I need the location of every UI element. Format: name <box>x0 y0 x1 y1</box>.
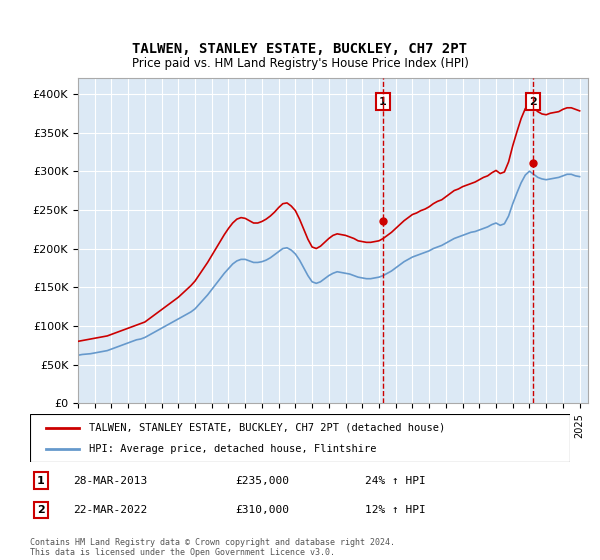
FancyBboxPatch shape <box>30 414 570 462</box>
Text: 1: 1 <box>379 97 387 106</box>
Text: £310,000: £310,000 <box>235 505 289 515</box>
Text: 2: 2 <box>37 505 44 515</box>
Text: £235,000: £235,000 <box>235 475 289 486</box>
Text: 1: 1 <box>37 475 44 486</box>
Text: 12% ↑ HPI: 12% ↑ HPI <box>365 505 425 515</box>
Text: TALWEN, STANLEY ESTATE, BUCKLEY, CH7 2PT (detached house): TALWEN, STANLEY ESTATE, BUCKLEY, CH7 2PT… <box>89 423 446 433</box>
Text: Contains HM Land Registry data © Crown copyright and database right 2024.
This d: Contains HM Land Registry data © Crown c… <box>30 538 395 557</box>
Text: 2: 2 <box>529 97 537 106</box>
Text: HPI: Average price, detached house, Flintshire: HPI: Average price, detached house, Flin… <box>89 444 377 454</box>
Text: 24% ↑ HPI: 24% ↑ HPI <box>365 475 425 486</box>
Text: Price paid vs. HM Land Registry's House Price Index (HPI): Price paid vs. HM Land Registry's House … <box>131 57 469 70</box>
Text: TALWEN, STANLEY ESTATE, BUCKLEY, CH7 2PT: TALWEN, STANLEY ESTATE, BUCKLEY, CH7 2PT <box>133 42 467 56</box>
Text: 22-MAR-2022: 22-MAR-2022 <box>73 505 148 515</box>
Text: 28-MAR-2013: 28-MAR-2013 <box>73 475 148 486</box>
